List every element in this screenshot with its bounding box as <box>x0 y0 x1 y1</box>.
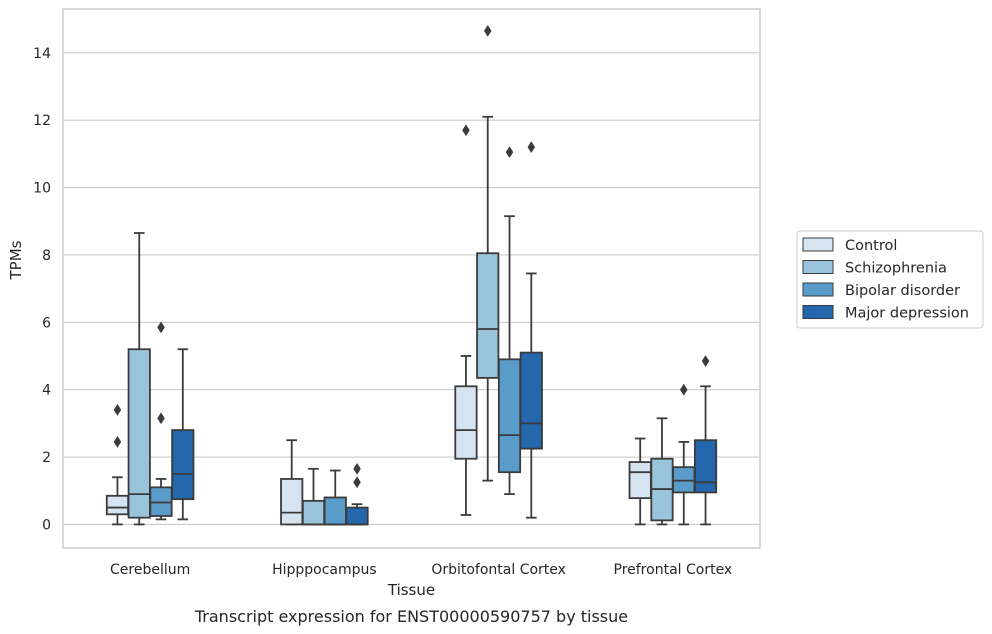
box-1-0 <box>127 232 151 526</box>
box-3-1 <box>345 462 369 526</box>
legend-swatch <box>802 282 834 297</box>
box-2-1 <box>323 469 347 526</box>
legend-label: Control <box>845 238 897 254</box>
box-series <box>105 24 718 526</box>
box-2-0 <box>149 321 173 521</box>
gridlines <box>63 52 760 526</box>
x-axis-ticks: Cerebellum Hipppocampus Orbitofontal Corte… <box>110 562 732 578</box>
box <box>497 358 522 474</box>
box-2-2 <box>497 146 522 496</box>
outlier-point <box>113 403 122 416</box>
box <box>280 478 304 526</box>
outlier-point <box>462 124 470 137</box>
y-tick-label: 12 <box>33 113 51 129</box>
box <box>693 439 718 494</box>
figure-caption: Transcript expression for ENST0000059075… <box>194 607 628 626</box>
outlier-point <box>353 462 361 475</box>
legend-swatch <box>802 305 834 319</box>
box-0-0 <box>105 403 130 526</box>
outlier-point <box>157 321 165 334</box>
outlier-point <box>353 476 361 489</box>
box <box>105 494 130 516</box>
box <box>628 461 652 500</box>
x-axis-label: Tissue <box>387 581 435 599</box>
y-tick-label: 4 <box>42 383 51 399</box>
outlier-point <box>505 146 514 159</box>
outlier-point <box>157 412 165 425</box>
box-0-2 <box>454 124 478 516</box>
box-0-3 <box>628 437 652 526</box>
legend-label: Major depression <box>845 306 969 322</box>
box-3-2 <box>519 141 543 519</box>
legend-swatch <box>802 260 834 274</box>
box <box>519 351 543 450</box>
box-3-3 <box>693 355 718 526</box>
legend-swatch <box>802 237 834 252</box>
box-0-1 <box>280 439 304 526</box>
y-axis-ticks: 0 2 4 6 8 10 12 14 <box>33 46 51 534</box>
box-1-1 <box>301 467 326 526</box>
y-tick-label: 2 <box>42 450 51 466</box>
box <box>127 348 151 519</box>
outlier-point <box>527 141 536 154</box>
box-1-2 <box>476 24 500 482</box>
outlier-point <box>701 355 710 367</box>
box <box>454 385 478 460</box>
y-tick-label: 10 <box>33 181 51 197</box>
box <box>301 499 326 526</box>
box <box>476 252 500 379</box>
outlier-point <box>679 383 688 396</box>
box <box>323 496 347 526</box>
x-tick-label: Cerebellum <box>110 562 190 578</box>
plot-area-frame <box>62 8 761 549</box>
legend-label: Schizophrenia <box>845 261 947 277</box>
box-2-3 <box>672 383 696 526</box>
legend: Control Schizophrenia Bipolar disorder Majo… <box>796 230 984 329</box>
y-tick-label: 8 <box>42 248 51 264</box>
box-1-3 <box>650 417 674 526</box>
legend-label: Bipolar disorder <box>845 283 960 299</box>
box <box>171 429 195 501</box>
outlier-point <box>113 435 122 448</box>
y-tick-label: 14 <box>33 46 51 62</box>
y-axis-label: TPMs <box>7 240 25 280</box>
outlier-point <box>483 24 492 37</box>
y-tick-label: 0 <box>42 517 51 533</box>
box <box>345 506 369 526</box>
x-tick-label: Orbitofontal Cortex <box>431 562 566 578</box>
legend-frame <box>796 230 984 329</box>
y-tick-label: 6 <box>42 315 51 331</box>
x-tick-label: Hipppocampus <box>272 562 377 578</box>
box-3-0 <box>171 348 195 521</box>
x-tick-label: Prefrontal Cortex <box>614 562 733 578</box>
